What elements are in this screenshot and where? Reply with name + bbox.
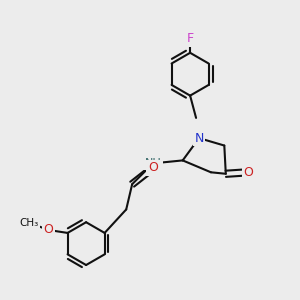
Text: O: O bbox=[148, 161, 158, 174]
Text: O: O bbox=[43, 224, 53, 236]
Text: NH: NH bbox=[145, 158, 161, 168]
Text: O: O bbox=[243, 166, 253, 179]
Text: N: N bbox=[194, 132, 204, 145]
Text: CH₃: CH₃ bbox=[19, 218, 39, 227]
Text: F: F bbox=[187, 32, 194, 45]
